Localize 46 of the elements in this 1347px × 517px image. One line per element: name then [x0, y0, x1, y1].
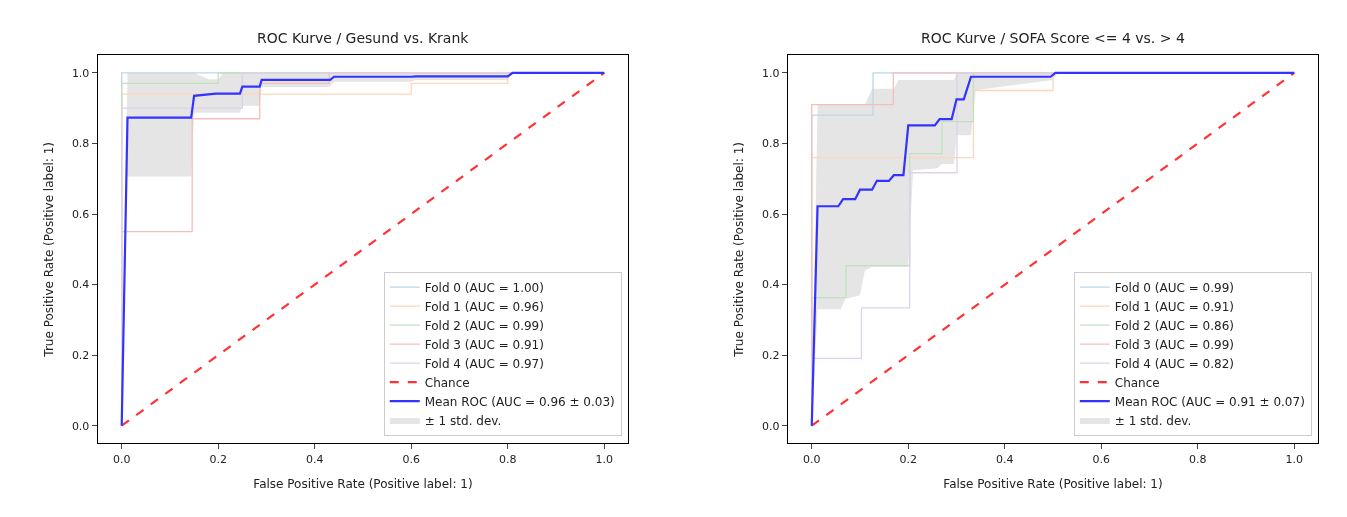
x-tick-label: 0.2	[899, 452, 918, 466]
legend-label: Fold 3 (AUC = 0.99)	[1114, 337, 1234, 352]
y-tick-label: 1.0	[761, 66, 780, 80]
x-tick-label: 0.8	[498, 452, 517, 466]
legend-label: Fold 3 (AUC = 0.91)	[424, 337, 544, 352]
legend-label: Fold 0 (AUC = 1.00)	[424, 280, 544, 295]
legend-label: ± 1 std. dev.	[424, 413, 502, 428]
x-axis-title: False Positive Rate (Positive label: 1)	[253, 477, 473, 492]
y-tick-label: 0.2	[71, 349, 90, 363]
x-axis-title: False Positive Rate (Positive label: 1)	[943, 477, 1163, 492]
chart-title: ROC Kurve / Gesund vs. Krank	[257, 30, 470, 46]
legend-label: Fold 2 (AUC = 0.99)	[424, 318, 544, 333]
x-tick-label: 1.0	[1285, 452, 1304, 466]
y-tick-label: 0.6	[761, 207, 780, 221]
y-tick-label: 0.0	[761, 419, 780, 433]
x-tick-label: 0.4	[305, 452, 324, 466]
legend-label: Fold 4 (AUC = 0.82)	[1114, 356, 1234, 371]
x-tick-label: 0.6	[402, 452, 420, 466]
legend-label: Fold 2 (AUC = 0.86)	[1114, 318, 1234, 333]
legend-label: ± 1 std. dev.	[1114, 413, 1192, 428]
x-tick-label: 0.0	[112, 452, 131, 466]
y-tick-label: 1.0	[71, 66, 90, 80]
y-tick-label: 0.8	[71, 137, 90, 151]
x-tick-label: 1.0	[595, 452, 613, 466]
y-tick-label: 0.4	[761, 278, 780, 292]
x-tick-label: 0.8	[1189, 452, 1207, 466]
y-tick-label: 0.8	[761, 137, 780, 151]
y-tick-label: 0.2	[761, 349, 780, 363]
chart-title: ROC Kurve / SOFA Score <= 4 vs. > 4	[921, 30, 1185, 46]
legend-label: Fold 0 (AUC = 0.99)	[1114, 280, 1234, 295]
x-tick-label: 0.6	[1092, 452, 1111, 466]
legend-label: Fold 4 (AUC = 0.97)	[424, 356, 544, 371]
legend-label: Mean ROC (AUC = 0.91 ± 0.07)	[1114, 394, 1305, 409]
y-tick-label: 0.4	[71, 278, 90, 292]
legend-label: Fold 1 (AUC = 0.91)	[1114, 299, 1234, 314]
x-tick-label: 0.2	[209, 452, 227, 466]
y-tick-label: 0.0	[71, 419, 90, 433]
y-axis-title: True Positive Rate (Positive label: 1)	[42, 141, 57, 358]
legend-label: Fold 1 (AUC = 0.96)	[424, 299, 544, 314]
legend-label: Mean ROC (AUC = 0.96 ± 0.03)	[424, 394, 615, 409]
y-axis-title: True Positive Rate (Positive label: 1)	[732, 141, 747, 358]
legend-label: Chance	[1114, 375, 1160, 390]
legend-label: Chance	[424, 375, 470, 390]
x-tick-label: 0.0	[803, 452, 821, 466]
x-tick-label: 0.4	[996, 452, 1014, 466]
y-tick-label: 0.6	[71, 207, 90, 221]
